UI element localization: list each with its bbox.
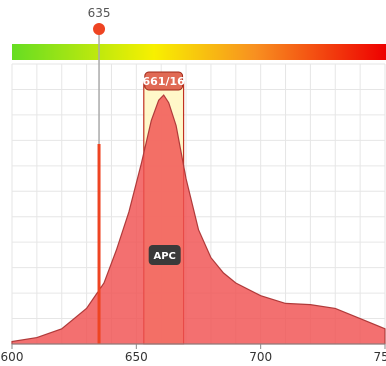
excitation-laser-marker[interactable]: 635 [88,6,111,344]
filter-label: 661/16 [143,75,186,88]
x-tick-label: 650 [125,350,148,364]
x-tick-label: 600 [1,350,24,364]
x-tick-label: 750 [374,350,386,364]
laser-handle[interactable] [93,23,106,35]
emission-area: APC [11,94,386,345]
emission-curve-apc [11,94,386,345]
wavelength-color-bar [12,44,386,60]
filter-label-box [144,71,184,91]
peak-label-box [148,245,181,265]
x-tick-label: 700 [249,350,272,364]
peak-label: APC [153,251,175,262]
x-axis: 600 650 700 750 [1,343,386,364]
laser-line [97,144,101,344]
laser-label: 635 [88,6,111,20]
